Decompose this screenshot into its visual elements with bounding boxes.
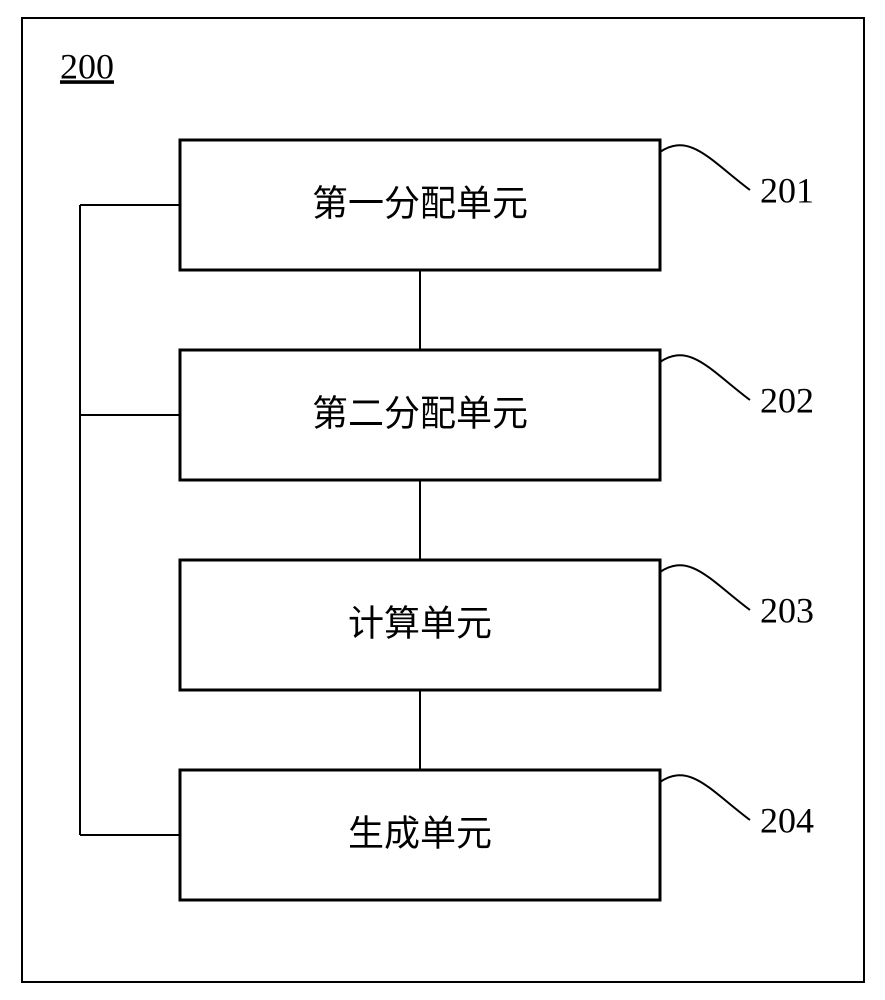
block-label: 生成单元 [348,813,492,853]
reference-number: 203 [760,590,814,630]
reference-number: 204 [760,800,814,840]
reference-number: 202 [760,380,814,420]
leader-line [660,565,750,610]
block-label: 第一分配单元 [312,183,528,223]
leader-line [660,145,750,190]
block-label: 计算单元 [348,603,492,643]
diagram-canvas: 200 第一分配单元 201 第二分配单元 202 计算单元 203 生成单元 204 [0,0,885,1000]
block-label: 第二分配单元 [312,393,528,433]
leader-line [660,355,750,400]
figure-number: 200 [60,46,114,86]
leader-line [660,775,750,820]
reference-number: 201 [760,170,814,210]
